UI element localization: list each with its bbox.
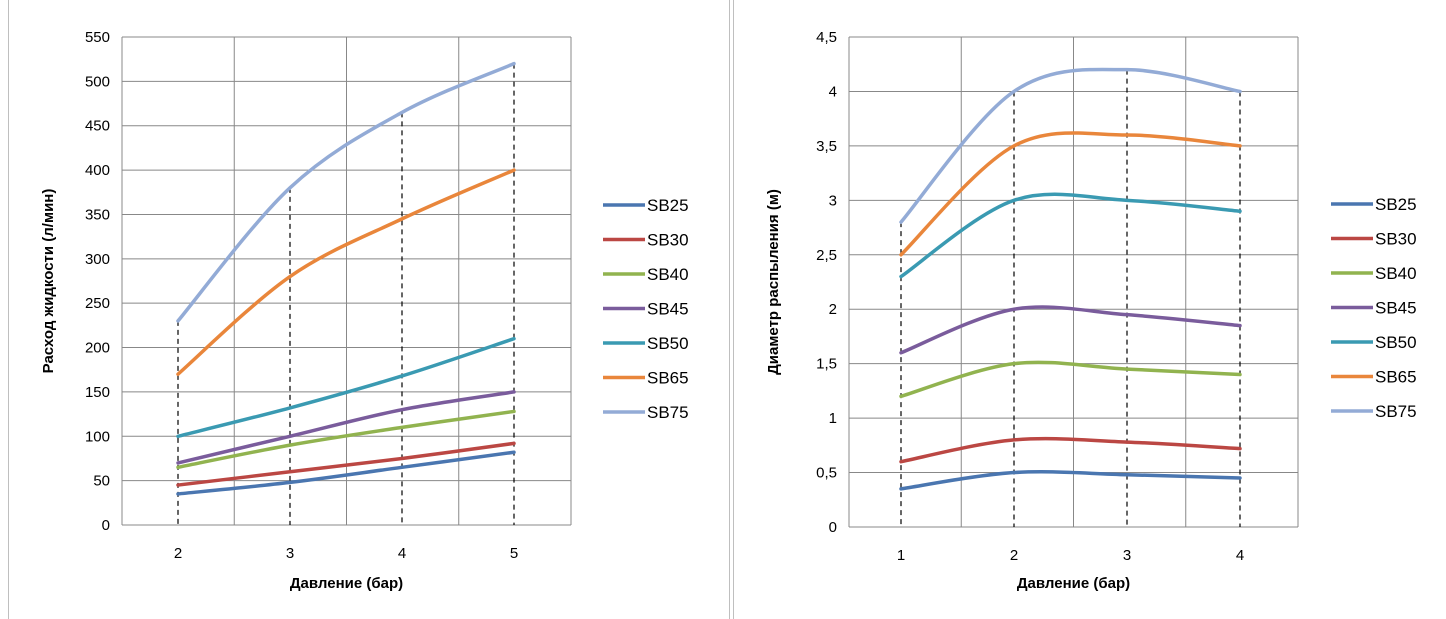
y-tick-label: 100 [85, 428, 110, 445]
legend-label: SB65 [1375, 368, 1417, 387]
y-axis-title: Диаметр распыления (м) [765, 189, 782, 375]
legend-label: SB25 [1375, 195, 1417, 214]
legend: SB25 SB30 SB40 SB45 SB50 SB65 SB75 [1331, 195, 1417, 421]
y-tick-label: 350 [85, 206, 110, 223]
legend: SB25 SB30 SB40 SB45 SB50 SB65 SB75 [603, 196, 689, 422]
series-line-sb25 [176, 450, 516, 496]
y-axis-title: Расход жидкости (л/мин) [40, 189, 57, 374]
y-tick-label: 50 [93, 473, 110, 490]
legend-label: SB45 [647, 300, 689, 319]
legend-label: SB50 [1375, 333, 1417, 352]
plot-area [121, 36, 572, 526]
series-line-sb50 [176, 336, 516, 439]
series-line-sb75 [899, 67, 1242, 224]
series-line-sb30 [176, 441, 516, 487]
series-line-sb25 [899, 470, 1242, 491]
y-tick-label: 2,5 [816, 247, 837, 264]
series-line-sb30 [899, 436, 1242, 464]
y-tick-label: 1 [829, 410, 837, 427]
legend-label: SB75 [1375, 402, 1417, 421]
x-axis-title: Давление (бар) [1017, 575, 1130, 592]
legend-label: SB50 [647, 334, 689, 353]
flow-rate-chart: 0 50 100 150 200 250 300 350 400 450 500 550 2 3 4 5 Дав… [40, 29, 689, 592]
spray-diameter-chart-panel: 0 0,5 1 1,5 2 2,5 3 3,5 4 4,5 1 2 3 4 Давление (бар) Ди… [733, 0, 1446, 619]
series-line-sb45 [176, 390, 516, 465]
series-line-sb45 [899, 305, 1242, 355]
y-tick-label: 4 [829, 83, 837, 100]
series-line-sb65 [899, 131, 1242, 257]
y-tick-label: 4,5 [816, 29, 837, 46]
y-tick-label: 0 [829, 519, 837, 536]
y-tick-label: 250 [85, 295, 110, 312]
legend-label: SB40 [647, 265, 689, 284]
legend-label: SB25 [647, 196, 689, 215]
y-tick-label: 2 [829, 301, 837, 318]
legend-label: SB30 [647, 231, 689, 250]
x-tick-label: 5 [510, 545, 518, 562]
y-tick-label: 300 [85, 251, 110, 268]
legend-label: SB45 [1375, 299, 1417, 318]
x-tick-label: 4 [398, 545, 406, 562]
legend-label: SB75 [647, 403, 689, 422]
series-line-sb65 [176, 168, 516, 376]
series-line-sb40 [899, 360, 1242, 399]
legend-label: SB30 [1375, 230, 1417, 249]
series-line-sb40 [176, 409, 516, 470]
y-tick-label: 3,5 [816, 138, 837, 155]
x-tick-label: 3 [286, 545, 294, 562]
y-tick-label: 200 [85, 340, 110, 357]
x-tick-label: 1 [897, 547, 905, 564]
y-tick-label: 400 [85, 162, 110, 179]
y-tick-label: 0 [102, 517, 110, 534]
series-line-sb75 [176, 61, 516, 323]
x-axis-title: Давление (бар) [290, 575, 403, 592]
y-tick-label: 500 [85, 73, 110, 90]
legend-label: SB40 [1375, 264, 1417, 283]
spray-diameter-chart: 0 0,5 1 1,5 2 2,5 3 3,5 4 4,5 1 2 3 4 Давление (бар) Ди… [765, 29, 1417, 592]
x-tick-label: 4 [1236, 547, 1244, 564]
y-tick-label: 550 [85, 29, 110, 46]
legend-label: SB65 [647, 369, 689, 388]
x-tick-label: 3 [1123, 547, 1131, 564]
flow-rate-chart-panel: 0 50 100 150 200 250 300 350 400 450 500 550 2 3 4 5 Дав… [8, 0, 730, 619]
y-tick-label: 3 [829, 192, 837, 209]
x-tick-label: 2 [1010, 547, 1018, 564]
plot-area [848, 36, 1299, 528]
x-tick-label: 2 [174, 545, 182, 562]
series-line-sb50 [899, 192, 1242, 279]
y-tick-label: 1,5 [816, 356, 837, 373]
y-tick-label: 450 [85, 118, 110, 135]
y-tick-label: 150 [85, 384, 110, 401]
y-tick-label: 0,5 [816, 465, 837, 482]
